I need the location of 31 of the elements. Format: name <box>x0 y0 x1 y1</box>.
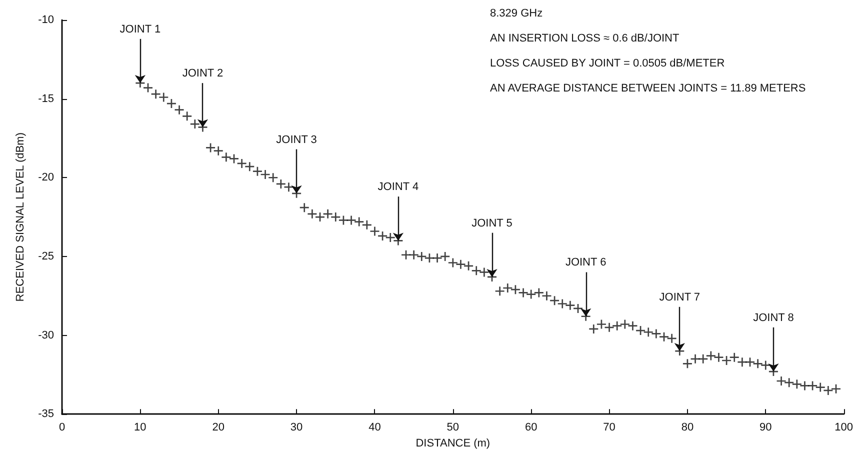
x-tick-label: 50 <box>446 422 460 434</box>
x-tick-label: 90 <box>760 422 772 434</box>
y-tick-label: -20 <box>38 172 54 184</box>
x-tick-label: 60 <box>524 422 538 434</box>
y-tick-label: -35 <box>38 408 54 420</box>
x-tick-label: 10 <box>134 422 146 434</box>
annotation: AN AVERAGE DISTANCE BETWEEN JOINTS = 11.89 METERS <box>490 82 806 94</box>
annotation: JOINT 5 <box>472 217 512 230</box>
x-tick-label: 80 <box>681 422 694 434</box>
x-tick-label: 70 <box>603 422 616 434</box>
annotation: AN INSERTION LOSS ≈ 0.6 dB/JOINT <box>490 32 680 44</box>
annotation: JOINT 8 <box>753 312 794 324</box>
x-tick-label: 0 <box>58 422 66 434</box>
text: 8.329 GHz <box>490 8 543 20</box>
x-axis-title: DISTANCE (m) <box>416 438 490 450</box>
y-axis-title: RECEIVED SIGNAL LEVEL (dBm) <box>14 132 26 302</box>
annotation: JOINT 7 <box>659 291 700 304</box>
annotation: JOINT 6 <box>565 256 606 269</box>
x-tick-label: 20 <box>212 422 224 434</box>
annotation: JOINT 2 <box>182 68 224 80</box>
x-tick-label: 30 <box>290 422 303 434</box>
annotation: JOINT 1 <box>120 23 161 36</box>
y-tick-label: -10 <box>38 14 54 26</box>
y-tick-label: -30 <box>38 329 54 342</box>
annotation: LOSS CAUSED BY JOINT = 0.0505 dB/METER <box>490 58 725 70</box>
x-tick-label: 100 <box>834 422 854 434</box>
y-tick-label: -15 <box>38 92 54 105</box>
x-tick-label: 40 <box>368 422 381 434</box>
annotation: JOINT 3 <box>276 134 317 146</box>
annotation: JOINT 4 <box>378 181 419 194</box>
y-tick-label: -25 <box>38 250 54 262</box>
